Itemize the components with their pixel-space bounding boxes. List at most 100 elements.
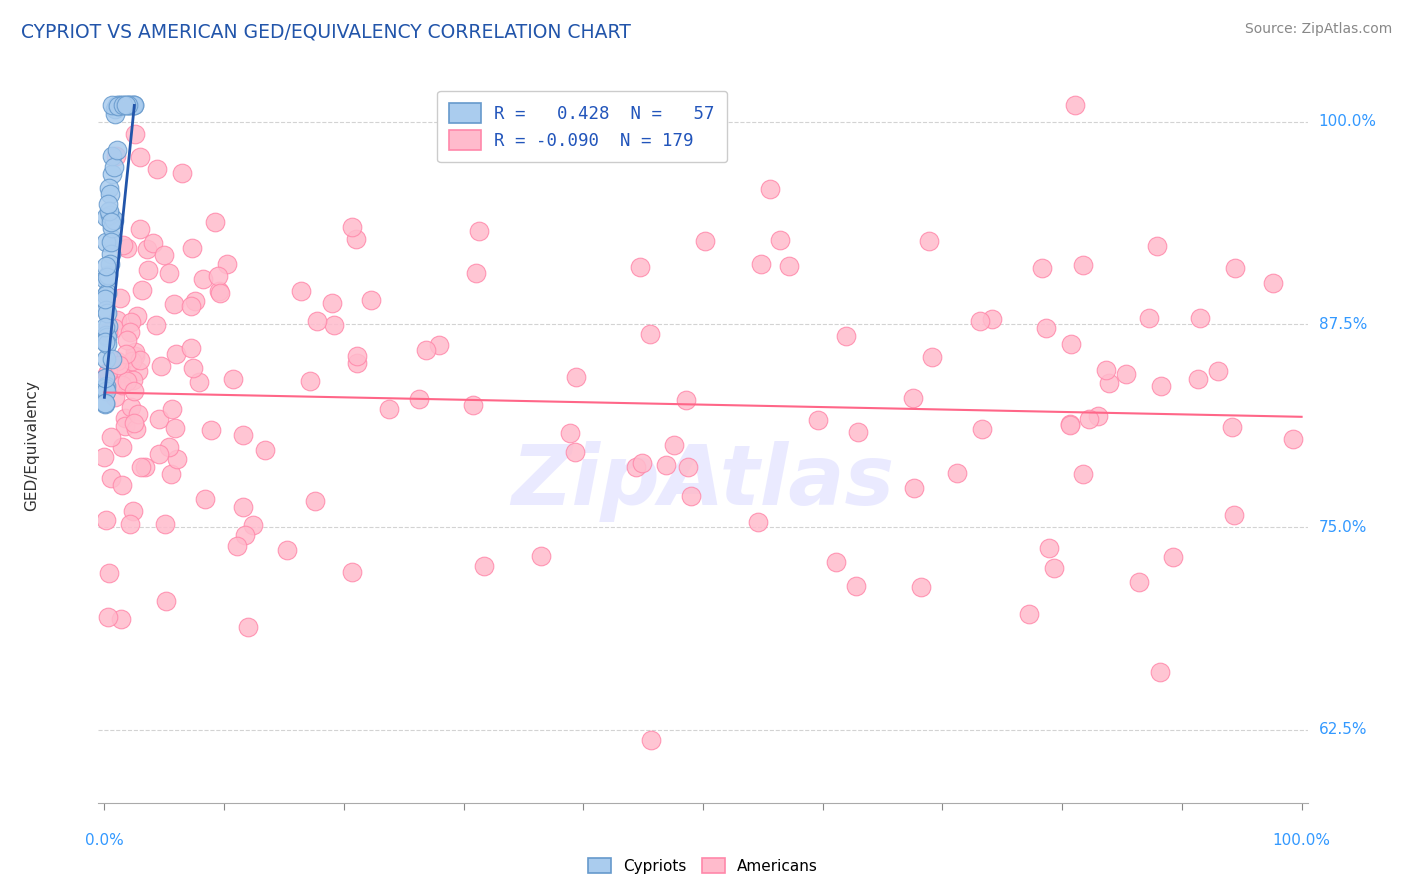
Point [96, 337, 118, 351]
Point [96, 306, 118, 320]
Text: 100.0%: 100.0% [1319, 114, 1376, 129]
Point [191, 272, 214, 286]
Point [835, 328, 858, 343]
Point [162, 297, 184, 311]
Point [124, 127, 146, 141]
Point [181, 360, 204, 375]
Point [129, 222, 152, 236]
Point [307, 313, 329, 327]
Text: 75.0%: 75.0% [1319, 520, 1367, 534]
Point [94, 352, 117, 367]
Point [1077, 411, 1099, 425]
Point [114, 98, 136, 112]
Point [111, 366, 134, 380]
Point [1187, 372, 1209, 386]
Point [304, 494, 326, 508]
Point [148, 411, 170, 425]
Point [560, 425, 582, 440]
Point [675, 393, 697, 408]
Point [96, 329, 118, 343]
Text: 87.5%: 87.5% [1319, 317, 1367, 332]
Point [103, 213, 125, 227]
Point [157, 266, 180, 280]
Point [346, 350, 368, 364]
Point [96, 196, 118, 211]
Point [105, 354, 128, 368]
Point [127, 407, 149, 421]
Point [122, 98, 145, 112]
Point [94, 319, 117, 334]
Point [427, 338, 450, 352]
Point [94, 335, 117, 350]
Point [142, 236, 165, 251]
Point [530, 549, 553, 563]
Point [824, 555, 846, 569]
Point [360, 293, 382, 308]
Point [118, 98, 141, 112]
Point [101, 167, 124, 181]
Point [340, 566, 363, 580]
Point [98, 256, 121, 270]
Point [105, 313, 128, 327]
Point [94, 396, 117, 410]
Point [1059, 337, 1081, 351]
Point [204, 215, 226, 229]
Point [105, 143, 128, 157]
Point [122, 384, 145, 399]
Point [114, 419, 136, 434]
Point [1150, 379, 1173, 393]
Point [104, 148, 127, 162]
Point [342, 220, 364, 235]
Point [631, 456, 654, 470]
Point [155, 594, 177, 608]
Point [152, 247, 174, 261]
Point [662, 438, 685, 452]
Point [918, 235, 941, 249]
Point [344, 232, 367, 246]
Point [408, 392, 430, 406]
Point [1225, 260, 1247, 275]
Point [97, 325, 120, 339]
Point [122, 416, 145, 430]
Point [346, 356, 368, 370]
Point [321, 296, 343, 310]
Point [200, 423, 222, 437]
Point [100, 247, 122, 261]
Point [101, 98, 124, 112]
Point [94, 397, 117, 411]
Point [180, 300, 202, 314]
Point [131, 459, 153, 474]
Point [100, 215, 122, 229]
Point [98, 187, 121, 202]
Point [104, 107, 127, 121]
Point [564, 370, 586, 384]
Point [145, 318, 167, 332]
Point [155, 516, 177, 531]
Point [1115, 367, 1137, 381]
Point [759, 182, 782, 196]
Point [903, 481, 925, 495]
Point [100, 235, 122, 250]
Point [136, 242, 159, 256]
Point [564, 445, 586, 459]
Point [166, 452, 188, 467]
Point [94, 382, 117, 396]
Point [298, 374, 321, 388]
Point [208, 285, 231, 299]
Point [903, 391, 925, 405]
Text: 0.0%: 0.0% [84, 833, 124, 848]
Point [94, 371, 117, 385]
Point [98, 204, 121, 219]
Point [117, 98, 139, 112]
Point [121, 98, 143, 112]
Point [1282, 433, 1305, 447]
Point [93, 450, 115, 465]
Point [1163, 549, 1185, 564]
Point [162, 401, 184, 416]
Point [94, 288, 117, 302]
Point [96, 286, 118, 301]
Text: 100.0%: 100.0% [1272, 833, 1330, 848]
Point [124, 350, 146, 364]
Point [122, 504, 145, 518]
Point [115, 347, 138, 361]
